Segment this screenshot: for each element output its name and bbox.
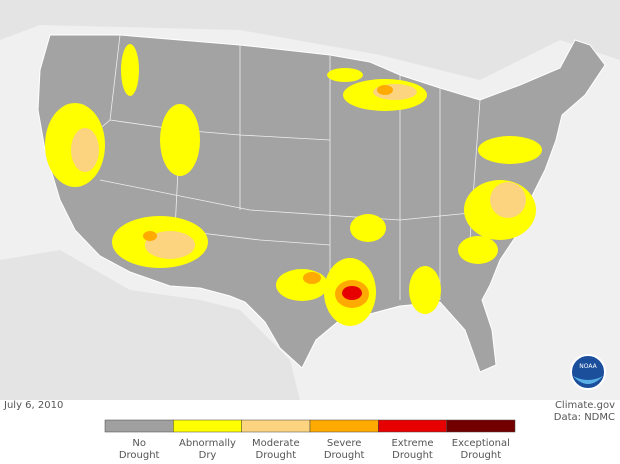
- legend-swatch: [173, 419, 242, 433]
- legend-label: Severe: [327, 438, 362, 449]
- logo-text: NOAA: [579, 363, 597, 370]
- legend-swatch: [378, 419, 447, 433]
- legend-label: Drought: [119, 450, 160, 461]
- legend-label: Dry: [199, 450, 217, 461]
- legend-label: Drought: [256, 450, 297, 461]
- legend-label: Moderate: [252, 438, 300, 449]
- legend-label: Drought: [324, 450, 365, 461]
- legend-label: Extreme: [391, 438, 433, 449]
- legend-swatch: [309, 419, 379, 433]
- mexico: [0, 250, 300, 400]
- legend-label: Abnormally: [179, 438, 236, 449]
- date: July 6, 2010: [3, 400, 63, 411]
- state-borders: [74, 34, 501, 300]
- legend-swatch: [446, 419, 516, 433]
- legend-label: Drought: [461, 450, 502, 461]
- legend-label: Drought: [392, 450, 433, 461]
- legend-label: No: [132, 438, 146, 449]
- credit: Climate.gov: [555, 400, 615, 411]
- legend-swatch: [104, 419, 174, 433]
- legend: NoDroughtAbnormallyDryModerateDroughtSev…: [104, 419, 516, 461]
- legend-swatch: [241, 419, 311, 433]
- noaa-logo: NOAA: [570, 354, 606, 390]
- canada: [0, 0, 620, 80]
- source: Data: NDMC: [554, 412, 615, 423]
- drought-areas: [45, 44, 542, 326]
- legend-label: Exceptional: [452, 438, 510, 449]
